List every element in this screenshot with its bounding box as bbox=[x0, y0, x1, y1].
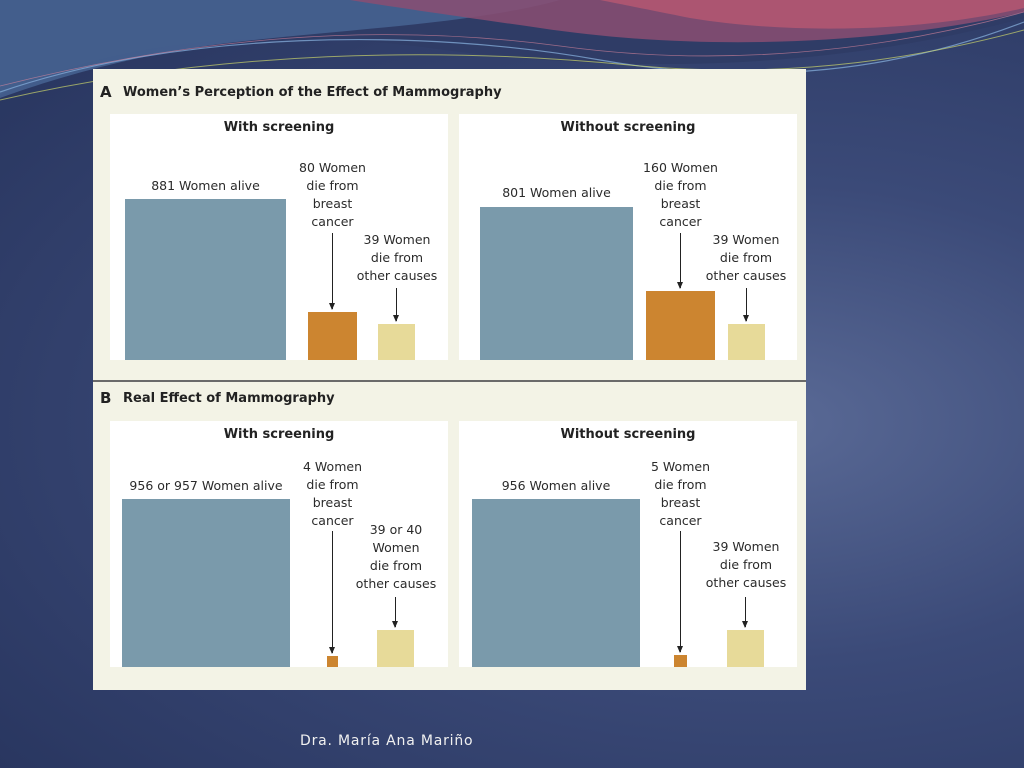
panel-b-title: Real Effect of Mammography bbox=[123, 391, 335, 406]
label-b-with-other-causes: 39 or 40 Women die from other causes bbox=[355, 522, 437, 591]
author-credit: Dra. María Ana Mariño bbox=[300, 733, 474, 749]
arrow-b-with-breast-cancer bbox=[329, 531, 335, 654]
label-a-without-other-causes: 39 Women die from other causes bbox=[705, 232, 787, 283]
panel-a-without-screening: Without screening 801 Women alive 160 Wo… bbox=[459, 114, 797, 360]
panel-a-title: Women’s Perception of the Effect of Mamm… bbox=[123, 85, 502, 100]
mammography-figure: A Women’s Perception of the Effect of Ma… bbox=[93, 69, 806, 690]
panel-b-with-screening: With screening 956 or 957 Women alive 4 … bbox=[110, 421, 448, 667]
arrow-b-without-breast-cancer bbox=[677, 531, 683, 653]
bar-b-without-alive bbox=[472, 499, 640, 667]
panel-a-without-screening-heading: Without screening bbox=[560, 120, 696, 135]
arrow-a-with-breast-cancer bbox=[329, 233, 335, 310]
panel-b-without-screening-heading: Without screening bbox=[560, 427, 696, 442]
arrow-a-without-breast-cancer bbox=[677, 233, 683, 289]
label-a-with-other-causes: 39 Women die from other causes bbox=[356, 232, 438, 283]
bar-a-with-breast-cancer bbox=[308, 312, 357, 360]
bar-b-without-other-causes bbox=[727, 630, 764, 667]
bar-b-without-breast-cancer bbox=[674, 655, 687, 667]
panel-b-without-screening: Without screening 956 Women alive 5 Wome… bbox=[459, 421, 797, 667]
bar-b-with-alive bbox=[122, 499, 290, 667]
panel-a-with-screening: With screening 881 Women alive 80 Women … bbox=[110, 114, 448, 360]
arrow-a-with-other-causes bbox=[393, 288, 399, 322]
arrow-b-with-other-causes bbox=[392, 597, 398, 628]
label-b-without-alive: 956 Women alive bbox=[501, 478, 611, 493]
label-b-without-breast-cancer: 5 Women die from breast cancer bbox=[651, 459, 710, 528]
label-a-with-alive: 881 Women alive bbox=[151, 178, 260, 193]
label-b-without-other-causes: 39 Women die from other causes bbox=[705, 539, 787, 590]
label-b-with-alive: 956 or 957 Women alive bbox=[129, 478, 283, 493]
panel-divider bbox=[93, 380, 806, 382]
bar-b-with-other-causes bbox=[377, 630, 414, 667]
bar-a-without-other-causes bbox=[728, 324, 765, 360]
label-b-with-breast-cancer: 4 Women die from breast cancer bbox=[303, 459, 362, 528]
bar-a-without-alive bbox=[480, 207, 633, 360]
arrow-b-without-other-causes bbox=[742, 597, 748, 628]
panel-b-letter: B bbox=[100, 389, 112, 407]
label-a-with-breast-cancer: 80 Women die from breast cancer bbox=[299, 160, 366, 229]
bar-b-with-breast-cancer bbox=[327, 656, 338, 667]
arrow-a-without-other-causes bbox=[743, 288, 749, 322]
panel-a-letter: A bbox=[100, 83, 112, 101]
bar-a-with-alive bbox=[125, 199, 286, 360]
label-a-without-breast-cancer: 160 Women die from breast cancer bbox=[643, 160, 718, 229]
label-a-without-alive: 801 Women alive bbox=[502, 185, 611, 200]
bar-a-without-breast-cancer bbox=[646, 291, 715, 360]
bar-a-with-other-causes bbox=[378, 324, 415, 360]
slide-header-swoosh bbox=[0, 0, 1024, 101]
panel-a-with-screening-heading: With screening bbox=[223, 120, 335, 135]
panel-b-with-screening-heading: With screening bbox=[223, 427, 335, 442]
